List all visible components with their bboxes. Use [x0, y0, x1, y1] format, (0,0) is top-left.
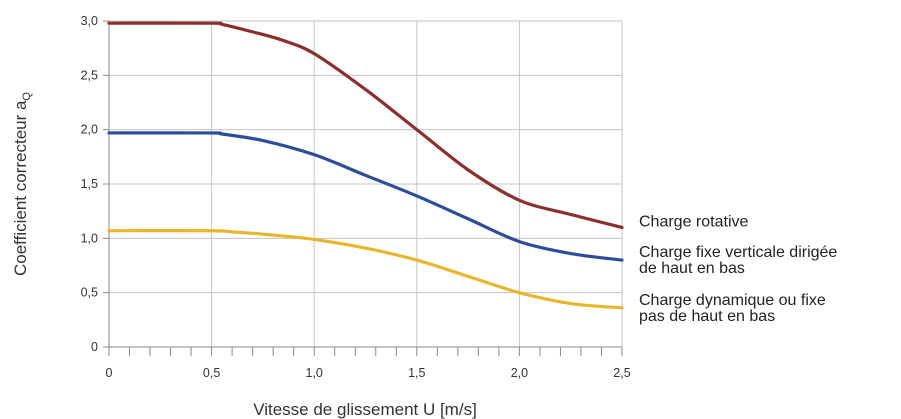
x-tick-label: 2,5: [613, 366, 630, 380]
y-tick-label: 3,0: [81, 14, 98, 28]
y-axis-label-main: Coefficient correcteur a: [11, 100, 30, 276]
y-tick-label: 2,0: [81, 123, 98, 137]
legend-entry-line: Charge dynamique ou fixe: [639, 292, 826, 309]
y-tick-label: 0,5: [81, 286, 98, 300]
y-axis-label-subscript: Q: [21, 92, 33, 101]
x-tick-label: 0,5: [203, 366, 220, 380]
y-tick-label: 1,5: [81, 177, 98, 191]
x-axis-label: Vitesse de glissement U [m/s]: [253, 400, 477, 419]
series-line-1: [107, 21, 624, 230]
x-tick-label: 1,5: [408, 366, 425, 380]
x-tick-label: 0: [106, 366, 113, 380]
legend-entry-1: Charge rotative: [639, 213, 748, 230]
series-line-3: [107, 229, 624, 310]
legend-entry-line: de haut en bas: [639, 260, 745, 277]
series-lines: [107, 21, 624, 310]
legend-entry-line: pas de haut en bas: [639, 308, 775, 325]
axes: [103, 20, 623, 356]
x-tick-label: 2,0: [511, 366, 528, 380]
y-tick-label: 2,5: [81, 68, 98, 82]
y-axis-label: Coefficient correcteur aQ: [11, 92, 33, 276]
grid: [108, 20, 623, 348]
legend-entry-line: Charge fixe verticale dirigée: [639, 244, 837, 261]
tick-labels: 0 0,5 1,0 1,5 2,0 2,5 3,0 0 0,5 1,0 1,5 2,0 2,5: [81, 14, 631, 380]
legend-entry-2: Charge fixe verticale dirigée de haut en …: [639, 244, 837, 277]
legend: Charge rotative Charge fixe verticale dir…: [639, 213, 837, 324]
y-tick-label: 1,0: [81, 231, 98, 245]
series-line-2: [107, 131, 624, 262]
y-tick-label: 0: [91, 340, 98, 354]
x-tick-label: 1,0: [306, 366, 323, 380]
legend-entry-3: Charge dynamique ou fixe pas de haut en b…: [639, 292, 826, 325]
